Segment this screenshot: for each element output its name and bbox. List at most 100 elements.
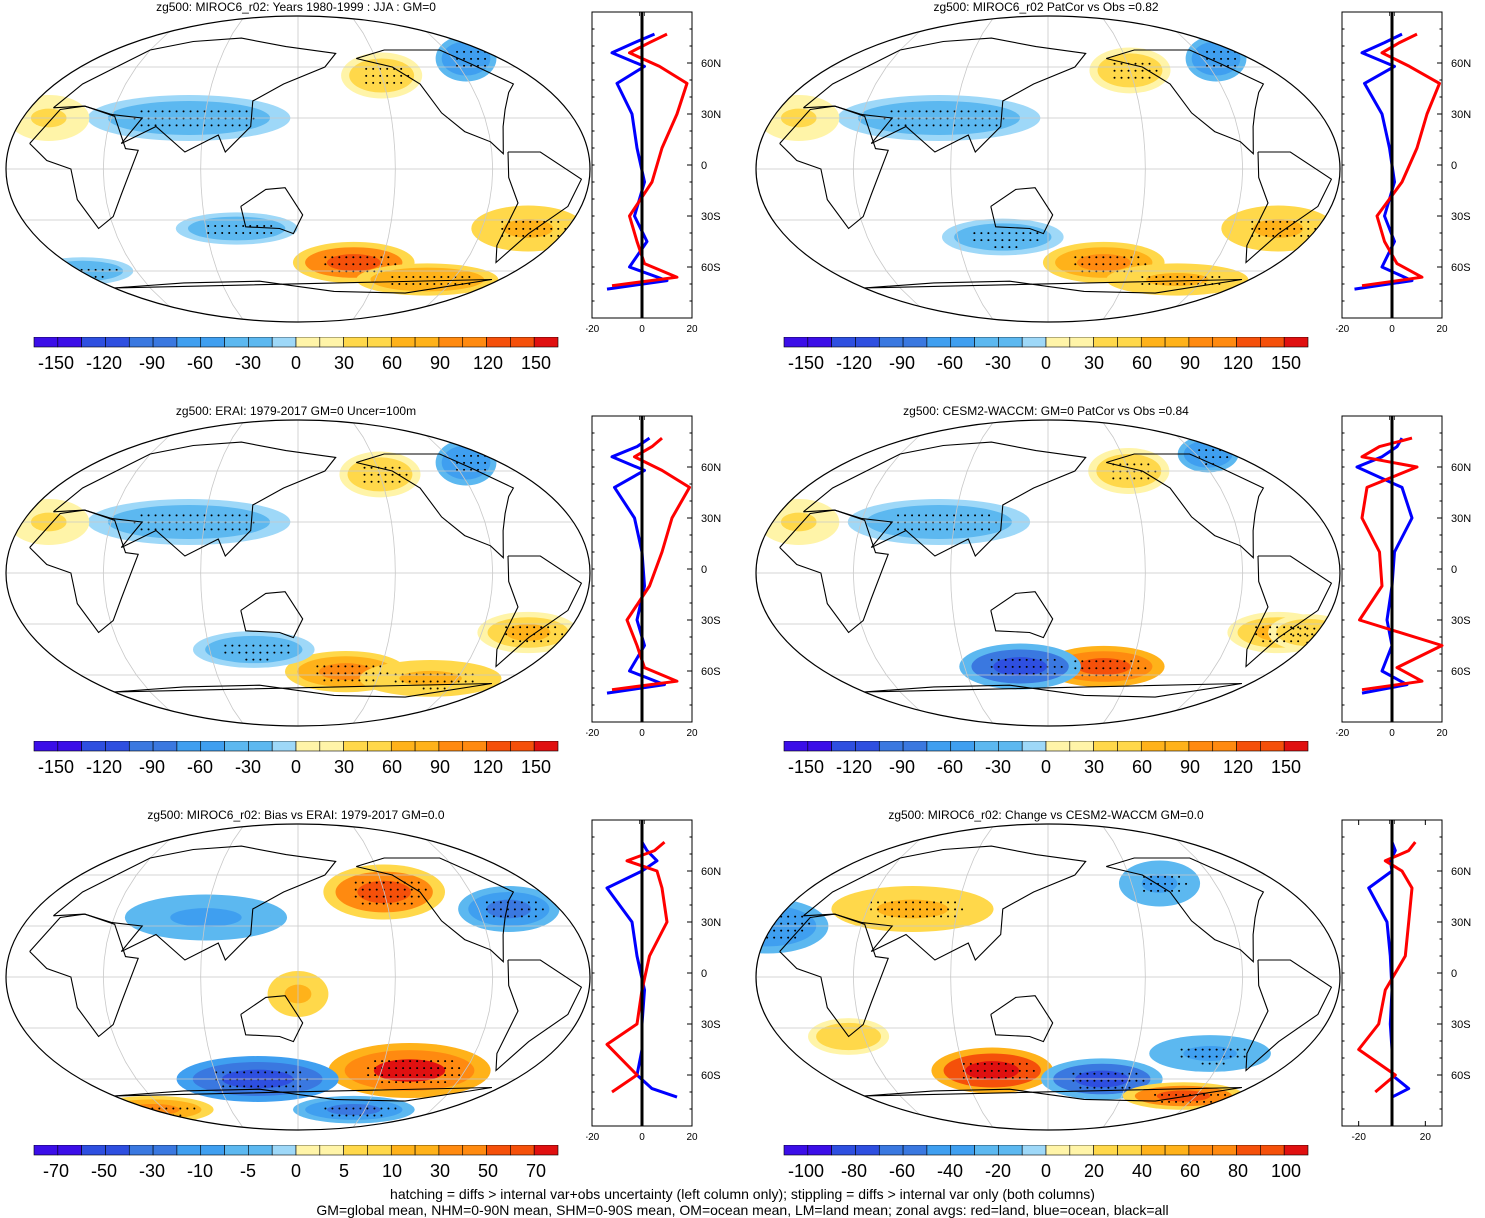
stipple-dot <box>1061 666 1063 668</box>
stipple-dot <box>911 528 913 530</box>
stipple-dot <box>1223 1049 1225 1051</box>
stipple-dot <box>379 82 381 84</box>
stipple-dot <box>977 1063 979 1065</box>
stipple-dot <box>324 263 326 265</box>
stipple-dot <box>379 75 381 77</box>
zonal-land-line <box>612 34 687 286</box>
stipple-dot <box>369 896 371 898</box>
stipple-dot <box>801 930 803 932</box>
stipple-dot <box>919 915 921 917</box>
stipple-dot <box>1205 456 1207 458</box>
colorbar-box <box>391 337 415 347</box>
stipple-dot <box>324 256 326 258</box>
stipple-dot <box>1088 660 1090 662</box>
stipple-dot <box>526 640 528 642</box>
y-tick-label: 30N <box>1451 917 1471 929</box>
x-tick-label: 20 <box>1436 324 1448 335</box>
stipple-dot <box>95 276 97 278</box>
stipple-dot <box>451 1060 453 1062</box>
stipple-dot <box>222 1085 224 1087</box>
stipple-dot <box>1130 660 1132 662</box>
colorbar-box <box>534 1145 558 1155</box>
colorbar-box <box>510 337 534 347</box>
stipple-dot <box>352 1114 354 1116</box>
stipple-dot <box>512 640 514 642</box>
stipple-dot <box>344 665 346 667</box>
stipple-dot <box>1262 640 1264 642</box>
stipple-dot <box>932 514 934 516</box>
stipple-dot <box>905 901 907 903</box>
stipple-dot <box>386 82 388 84</box>
stipple-dot <box>1001 239 1003 241</box>
stipple-dot <box>1190 276 1192 278</box>
stipple-dot <box>155 514 157 516</box>
stipple-dot <box>385 474 387 476</box>
stipple-dot <box>940 124 942 126</box>
stipple-dot <box>225 110 227 112</box>
colorbar-label: -30 <box>235 757 261 777</box>
stipple-dot <box>1137 256 1139 258</box>
stipple-dot <box>470 455 472 457</box>
stipple-dot <box>561 633 563 635</box>
stipple-dot <box>1205 449 1207 451</box>
stipple-dot <box>1121 77 1123 79</box>
stipple-dot <box>330 665 332 667</box>
stipple-dot <box>440 276 442 278</box>
colorbar-label: -20 <box>985 1161 1011 1181</box>
stipple-dot <box>331 256 333 258</box>
stipple-dot <box>362 903 364 905</box>
colorbar-box <box>1022 741 1046 751</box>
stipple-dot <box>463 51 465 53</box>
stipple-dot <box>1164 883 1166 885</box>
stipple-dot <box>1135 77 1137 79</box>
colorbar-box <box>177 337 201 347</box>
stipple-dot <box>376 896 378 898</box>
stipple-dot <box>458 1074 460 1076</box>
stipple-dot <box>968 124 970 126</box>
stipple-dot <box>919 901 921 903</box>
colorbar-box <box>296 1145 320 1155</box>
stipple-dot <box>970 1063 972 1065</box>
stipple-dot <box>364 474 366 476</box>
stipple-dot <box>404 903 406 905</box>
stipple-dot <box>376 889 378 891</box>
stipple-dot <box>270 232 272 234</box>
stipple-dot <box>316 665 318 667</box>
colorbar-box <box>58 1145 82 1155</box>
stipple-dot <box>521 915 523 917</box>
colorbar-label: 120 <box>1223 757 1253 777</box>
stipple-dot <box>280 652 282 654</box>
stipple-dot <box>169 514 171 516</box>
stipple-dot <box>1081 667 1083 669</box>
colorbar-box <box>201 1145 225 1155</box>
stipple-dot <box>1019 659 1021 661</box>
stipple-dot <box>365 672 367 674</box>
colorbar-box <box>1070 741 1094 751</box>
colorbar-label: 40 <box>1132 1161 1152 1181</box>
stipple-dot <box>316 672 318 674</box>
stipple-dot <box>387 1107 389 1109</box>
colorbar-label: 150 <box>521 353 551 373</box>
stipple-dot <box>1230 1049 1232 1051</box>
stipple-dot <box>392 481 394 483</box>
stipple-dot <box>197 528 199 530</box>
stipple-dot <box>543 235 545 237</box>
stipple-dot <box>416 1067 418 1069</box>
stipple-dot <box>1196 1101 1198 1103</box>
stipple-dot <box>963 1063 965 1065</box>
stipple-dot <box>1019 1070 1021 1072</box>
stipple-dot <box>1137 660 1139 662</box>
stipple-dot <box>1293 228 1295 230</box>
stipple-dot <box>759 923 761 925</box>
stipple-dot <box>235 225 237 227</box>
colorbar-label: 150 <box>521 757 551 777</box>
y-tick-label: 60N <box>1451 462 1471 474</box>
stipple-dot <box>411 882 413 884</box>
stipple-dot <box>232 110 234 112</box>
stipple-dot <box>266 652 268 654</box>
stipple-dot <box>390 882 392 884</box>
stipple-dot <box>395 1067 397 1069</box>
stipple-dot <box>1161 1094 1163 1096</box>
